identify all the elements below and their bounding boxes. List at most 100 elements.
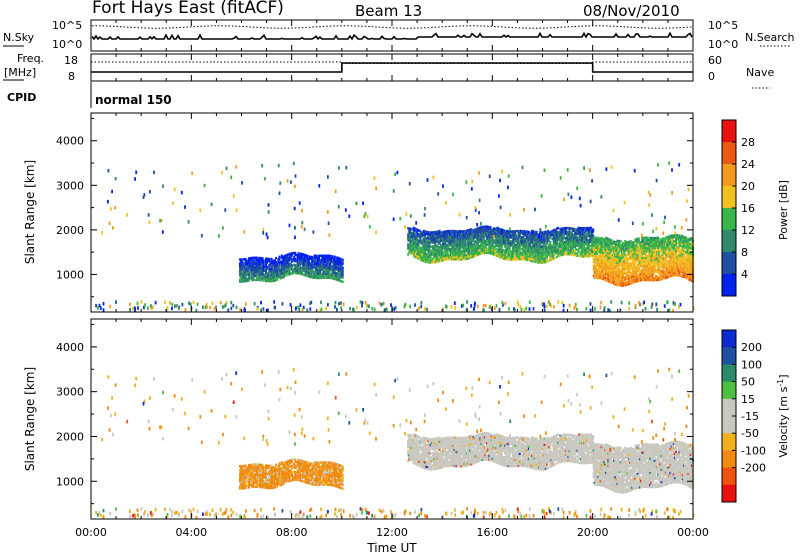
power-cell	[285, 258, 288, 261]
power-cell	[514, 256, 517, 259]
power-cell	[487, 235, 490, 238]
power-cell	[294, 257, 297, 261]
power-cell	[268, 257, 271, 261]
power-cell	[434, 239, 437, 242]
power-cell	[526, 238, 529, 241]
power-cell	[448, 233, 451, 237]
power-cell	[608, 240, 611, 243]
power-cell	[501, 243, 504, 246]
power-cell	[259, 266, 262, 270]
power-cell	[689, 257, 692, 260]
power-cell	[605, 242, 608, 246]
power-cell	[669, 271, 672, 274]
power-cell	[434, 261, 437, 264]
power-cell	[444, 234, 447, 237]
power-cell	[675, 260, 678, 263]
power-cell	[596, 262, 599, 265]
power-cell	[250, 267, 253, 270]
power-cell	[549, 244, 552, 248]
power-cell	[447, 242, 450, 245]
power-cell	[580, 227, 583, 230]
power-cell	[605, 254, 608, 258]
power-cell	[461, 252, 464, 255]
power-cell	[305, 258, 308, 261]
power-cell	[444, 240, 447, 243]
power-cell	[526, 248, 529, 252]
power-cell	[436, 234, 439, 237]
power-cell	[561, 253, 564, 256]
power-cell	[297, 254, 300, 257]
power-cell	[242, 270, 245, 273]
power-cell	[438, 251, 441, 255]
power-cell	[463, 230, 466, 233]
power-sparse-point	[390, 303, 392, 307]
power-cell	[422, 241, 425, 245]
power-cell	[470, 230, 473, 233]
power-cell	[601, 261, 604, 264]
power-cell	[494, 227, 496, 231]
power-cell	[243, 268, 246, 271]
power-cell	[427, 237, 430, 240]
power-sparse-point	[225, 300, 228, 305]
power-cell	[610, 245, 613, 248]
power-cell	[594, 256, 597, 259]
power-cell	[437, 260, 440, 263]
power-cell	[464, 255, 467, 259]
power-cell	[519, 231, 522, 235]
power-cell	[539, 231, 542, 234]
power-cell	[651, 236, 654, 240]
power-cell	[679, 256, 682, 259]
power-cell	[538, 247, 540, 250]
power-cell	[636, 249, 639, 253]
power-cell	[650, 260, 653, 264]
power-cell	[277, 274, 280, 277]
power-cell	[265, 263, 267, 266]
power-cell	[643, 278, 646, 282]
power-cell	[333, 259, 336, 263]
power-cell	[486, 247, 489, 250]
power-cell	[619, 254, 622, 257]
power-cell	[294, 253, 297, 257]
power-cell	[452, 235, 455, 239]
power-cell	[662, 249, 665, 252]
power-cell	[444, 256, 447, 259]
power-cell	[646, 276, 649, 280]
power-cell	[310, 255, 313, 259]
power-cell	[508, 252, 511, 255]
power-cell	[437, 234, 440, 237]
power-colorbar-swatch	[722, 274, 736, 296]
power-cell	[660, 274, 663, 277]
power-cell	[503, 255, 505, 258]
power-cell	[559, 252, 562, 255]
power-cell	[440, 249, 443, 252]
power-cell	[439, 257, 442, 260]
power-cell	[592, 250, 595, 253]
power-sparse-point	[478, 211, 480, 215]
power-sparse-point	[655, 227, 658, 231]
power-cell	[266, 279, 269, 283]
power-cell	[624, 261, 627, 265]
power-cell	[438, 239, 441, 243]
power-cell	[544, 250, 547, 254]
y-tick-label: 4000	[56, 135, 84, 148]
power-cell	[600, 249, 603, 252]
power-cell	[645, 240, 648, 243]
power-cell	[611, 250, 614, 253]
power-cell	[468, 241, 470, 244]
power-cell	[259, 270, 262, 274]
power-cell	[593, 274, 596, 277]
power-cell	[625, 263, 628, 267]
power-sparse-point	[338, 166, 340, 170]
power-cell	[334, 260, 337, 263]
power-cell	[284, 268, 287, 272]
power-cell	[632, 255, 635, 258]
power-cell	[503, 235, 505, 238]
power-cell	[278, 269, 281, 272]
power-cell	[239, 270, 241, 273]
power-cell	[594, 270, 597, 273]
power-cell	[542, 245, 545, 248]
power-cell	[684, 250, 687, 253]
power-cell	[338, 257, 341, 260]
power-cell	[542, 249, 545, 252]
power-cell	[644, 268, 647, 272]
